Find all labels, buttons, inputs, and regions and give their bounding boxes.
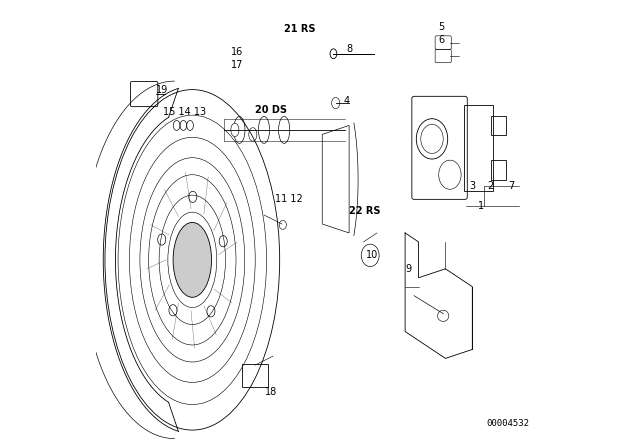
- Text: 3: 3: [469, 181, 476, 191]
- Text: 4: 4: [344, 96, 350, 106]
- Text: 1: 1: [478, 201, 484, 211]
- Text: 8: 8: [346, 44, 352, 54]
- Text: 17: 17: [231, 60, 243, 70]
- Text: 9: 9: [406, 264, 412, 274]
- Text: 18: 18: [264, 387, 277, 397]
- Text: 6: 6: [438, 35, 444, 45]
- Ellipse shape: [249, 128, 257, 141]
- Text: 5: 5: [438, 22, 444, 32]
- Text: 7: 7: [509, 181, 515, 191]
- Ellipse shape: [173, 222, 212, 297]
- Text: 21 RS: 21 RS: [284, 24, 316, 34]
- Text: 19: 19: [156, 85, 168, 95]
- Text: 15 14 13: 15 14 13: [163, 107, 206, 117]
- Text: 00004532: 00004532: [486, 419, 530, 428]
- Text: 11 12: 11 12: [275, 194, 303, 204]
- Text: 2: 2: [487, 181, 493, 191]
- Text: 10: 10: [366, 250, 378, 260]
- Text: 20 DS: 20 DS: [255, 105, 287, 115]
- Text: 16: 16: [231, 47, 243, 56]
- Ellipse shape: [231, 123, 239, 137]
- Text: 22 RS: 22 RS: [349, 206, 381, 215]
